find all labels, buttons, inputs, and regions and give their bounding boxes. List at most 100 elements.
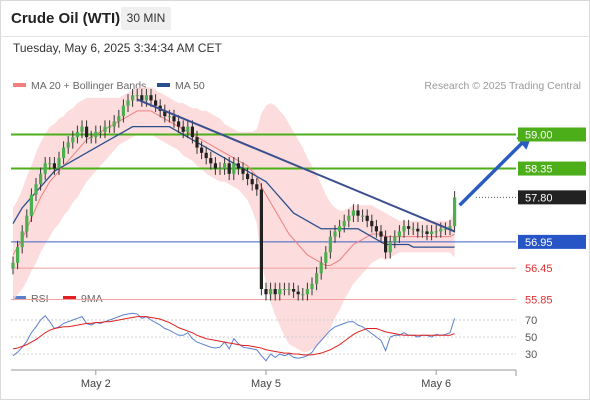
legend-swatch-ma50 [157,83,170,88]
candle-body [126,100,130,106]
candle-body [52,163,56,169]
candle-body [190,126,194,138]
level-label-bg-57.80 [518,190,586,205]
level-label-bg-59.00 [518,127,586,142]
candle-body [292,289,296,292]
candle-body [397,231,401,237]
candle-body [328,236,332,253]
candle-body [144,95,148,101]
candle-body [333,231,337,237]
legend-item-ma50: MA 50 [157,80,205,92]
candle-body [264,289,268,295]
rsi-tick-30: 30 [525,349,537,361]
candle-body [361,215,365,217]
candle-body [177,121,181,127]
candle-body [425,231,429,235]
candle-body [48,163,52,165]
candle-body [393,236,397,242]
candle-body [301,294,305,296]
candle-body [71,137,75,143]
level-label-58.35: 58.35 [525,164,553,176]
candle-body [108,126,112,128]
candle-body [186,126,190,132]
level-label-59.00: 59.00 [525,130,553,142]
legend-swatch-9ma [63,296,76,301]
candle-body [439,228,443,232]
trendline [136,98,455,233]
timeframe-button[interactable]: 30 MIN [121,7,171,30]
candle-body [213,163,217,169]
candle-body [402,226,406,232]
candle-body [338,226,342,232]
candle-body [131,95,135,101]
candle-body [103,126,107,132]
candle-body [195,137,199,148]
candle-body [420,231,424,233]
forecast-arrow [458,138,527,207]
candle-body [246,173,250,180]
candle-body [356,210,360,216]
level-label-55.85: 55.85 [525,295,553,307]
copyright-text: Research © 2025 Trading Central [424,80,581,92]
candle-body [218,168,222,170]
candle-body [379,231,383,237]
candle-body [167,116,171,118]
candle-body [324,252,328,263]
candle-body [57,158,61,169]
candle-body [154,100,158,106]
candle-body [453,197,457,227]
candle-body [20,231,24,248]
legend-swatch-bollinger [13,83,26,88]
candle-body [305,289,309,295]
candle-body [163,110,167,117]
candle-body [411,228,415,230]
timestamp: Tuesday, May 6, 2025 3:34:34 AM CET [13,41,222,55]
candle-body [365,215,369,221]
candle-body [62,147,66,159]
candle-body [66,142,70,148]
candle-body [278,289,282,295]
candle-body [149,95,153,101]
candle-body [43,163,47,174]
candle-body [25,215,29,232]
candle-body [351,210,355,216]
candle-body [407,226,411,229]
candle-body [135,95,139,97]
candle-body [181,126,185,132]
candle-body [384,236,388,253]
candle-body [241,168,245,174]
legend-swatch-rsi [13,296,26,301]
candle-body [347,215,351,221]
instrument-title: Crude Oil (WTI) [11,10,121,27]
candle-body [236,163,240,169]
candle-body [89,137,93,139]
candle-body [287,289,291,291]
candle-body [273,289,277,295]
candle-body [11,262,15,269]
candle-body [232,163,236,174]
candle-body [94,131,98,138]
candle-body [209,158,213,164]
level-label-56.95: 56.95 [525,237,553,249]
candle-body [259,189,263,290]
legend-label-bollinger: MA 20 + Bollinger Bands [31,80,147,92]
rsi-tick-70: 70 [525,315,537,327]
x-tick-label: May 2 [81,378,111,390]
candle-body [112,121,116,127]
candle-body [342,220,346,227]
candle-body [296,291,300,295]
candle-body [430,231,434,235]
chart-header: Crude Oil (WTI) 30 MIN [0,0,590,36]
candle-body [117,116,121,122]
header-divider [0,36,590,37]
level-label-56.45: 56.45 [525,263,553,275]
candle-body [434,231,438,233]
candle-body [388,241,392,253]
candle-body [374,226,378,232]
candle-body [75,131,79,138]
candle-body [227,163,231,174]
legend-item-bollinger: MA 20 + Bollinger Bands [13,80,146,92]
bollinger-band-area [13,87,455,352]
candle-body [98,131,102,133]
